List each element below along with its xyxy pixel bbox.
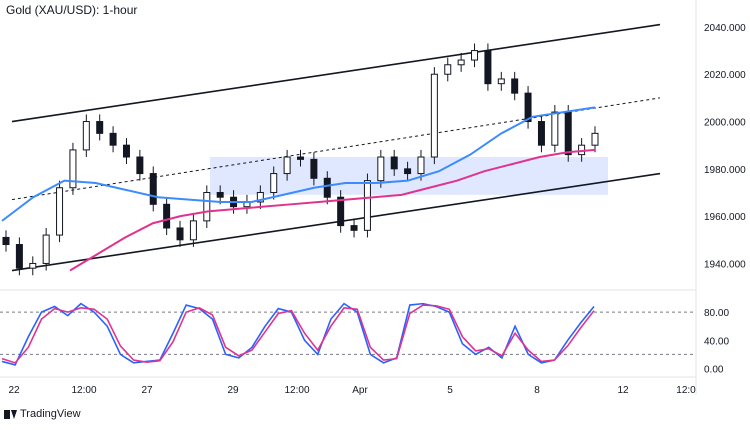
price-tick-label: 2020.000 bbox=[704, 70, 746, 81]
candle bbox=[444, 64, 452, 75]
candle bbox=[15, 244, 23, 269]
candle bbox=[203, 191, 211, 222]
candle bbox=[363, 180, 371, 231]
candle bbox=[29, 262, 37, 269]
candle bbox=[189, 220, 197, 241]
chart-title: Gold (XAU/USD): 1-hour bbox=[6, 3, 138, 17]
tradingview-brand: TradingView bbox=[4, 408, 81, 420]
candle bbox=[471, 50, 479, 61]
time-tick-label: 5 bbox=[447, 385, 453, 396]
moving-average-fast-line bbox=[1, 106, 596, 222]
candle bbox=[42, 234, 50, 264]
price-tick-label: 2040.000 bbox=[704, 23, 746, 34]
candle bbox=[511, 78, 519, 94]
channel-lower-line bbox=[11, 172, 661, 272]
candle bbox=[56, 187, 64, 236]
candle bbox=[551, 111, 559, 146]
candle bbox=[497, 78, 505, 85]
time-tick-label: 29 bbox=[227, 385, 239, 396]
candle bbox=[484, 50, 492, 85]
candle bbox=[163, 203, 171, 229]
oscillator-pane bbox=[0, 302, 696, 366]
candle bbox=[176, 227, 184, 241]
time-axis[interactable]: 22 12:00 27 29 12:00 Apr 5 8 12 12:0 bbox=[8, 385, 696, 396]
candle bbox=[323, 177, 331, 198]
oscillator-tick-label: 0.00 bbox=[704, 364, 724, 375]
channel-upper-line bbox=[11, 23, 661, 123]
oscillator-d-line bbox=[1, 304, 595, 364]
candle bbox=[122, 144, 130, 158]
price-tick-label: 1940.000 bbox=[704, 259, 746, 270]
tradingview-logo-icon bbox=[4, 409, 17, 419]
candle bbox=[564, 111, 572, 156]
time-tick-label: 12:00 bbox=[71, 385, 96, 396]
candle bbox=[82, 121, 90, 151]
candle bbox=[270, 173, 278, 193]
price-pane bbox=[1, 23, 661, 276]
candle bbox=[149, 173, 157, 205]
candle bbox=[310, 158, 318, 179]
support-zone bbox=[210, 157, 608, 195]
oscillator-tick-label: 80.00 bbox=[704, 308, 729, 319]
time-tick-label: 12 bbox=[617, 385, 629, 396]
time-tick-label: 8 bbox=[534, 385, 540, 396]
candle bbox=[2, 236, 10, 246]
price-axis[interactable]: 2040.000 2020.000 2000.000 1980.000 1960.000… bbox=[704, 23, 746, 271]
candle bbox=[390, 156, 398, 170]
candle bbox=[96, 121, 104, 134]
candle bbox=[404, 168, 412, 175]
candle bbox=[297, 156, 304, 160]
price-tick-label: 2000.000 bbox=[704, 118, 746, 129]
time-tick-label: 12:0 bbox=[676, 385, 696, 396]
price-tick-label: 1980.000 bbox=[704, 165, 746, 176]
candle bbox=[591, 132, 599, 146]
time-tick-label: 27 bbox=[141, 385, 153, 396]
candle bbox=[256, 191, 264, 203]
candle bbox=[524, 92, 532, 123]
time-tick-label: 12:00 bbox=[284, 385, 309, 396]
candle bbox=[136, 156, 144, 175]
candle bbox=[377, 156, 385, 182]
candle bbox=[537, 121, 545, 146]
candle bbox=[69, 149, 77, 189]
moving-average-slow-line bbox=[69, 148, 596, 272]
candle bbox=[216, 191, 224, 198]
candle bbox=[283, 156, 291, 175]
candle bbox=[337, 196, 345, 227]
candle bbox=[350, 225, 358, 231]
time-tick-label: Apr bbox=[352, 385, 368, 396]
candle bbox=[430, 73, 438, 158]
oscillator-tick-label: 40.00 bbox=[704, 336, 729, 347]
candle bbox=[457, 59, 465, 66]
candle bbox=[109, 132, 117, 146]
time-tick-label: 22 bbox=[8, 385, 20, 396]
price-tick-label: 1960.000 bbox=[704, 212, 746, 223]
candle bbox=[417, 156, 425, 175]
brand-name: TradingView bbox=[20, 408, 81, 420]
oscillator-axis[interactable]: 80.00 40.00 0.00 bbox=[704, 308, 729, 375]
